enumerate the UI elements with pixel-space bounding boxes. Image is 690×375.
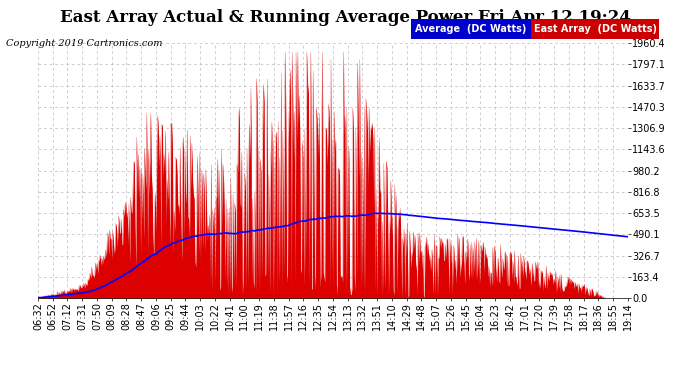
Text: Copyright 2019 Cartronics.com: Copyright 2019 Cartronics.com [6, 39, 162, 48]
Text: East Array Actual & Running Average Power Fri Apr 12 19:24: East Array Actual & Running Average Powe… [59, 9, 631, 26]
Text: East Array  (DC Watts): East Array (DC Watts) [533, 24, 657, 34]
Text: Average  (DC Watts): Average (DC Watts) [415, 24, 526, 34]
